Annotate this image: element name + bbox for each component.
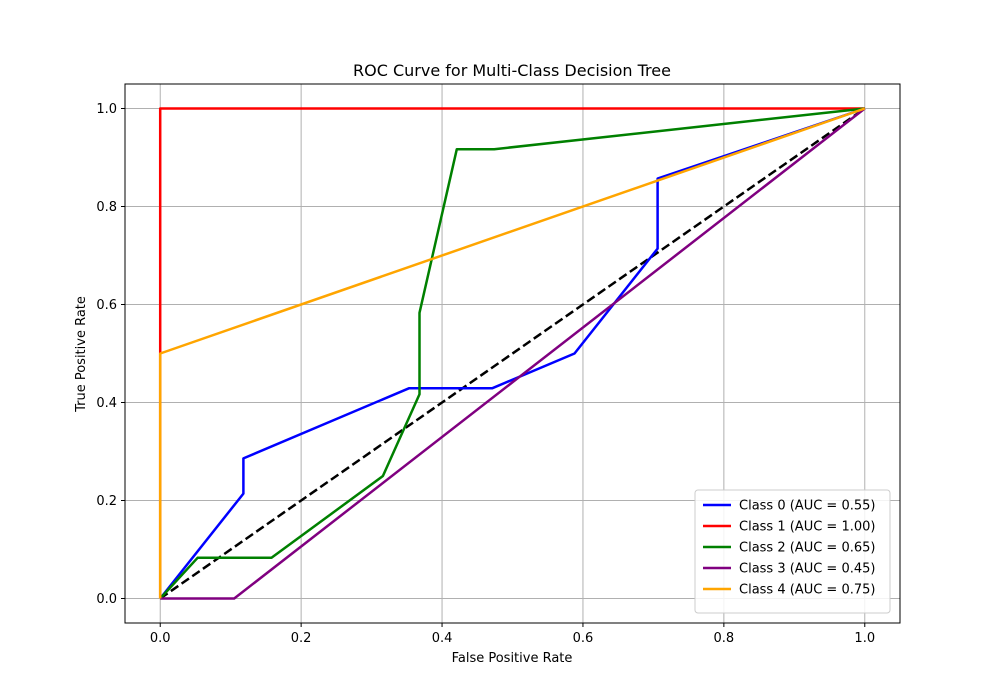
- legend: Class 0 (AUC = 0.55) Class 1 (AUC = 1.00)…: [694, 489, 891, 614]
- plot-frame: [124, 83, 901, 624]
- legend-box: [694, 489, 891, 614]
- series-line-class-2: [159, 107, 865, 600]
- legend-entry: Class 0 (AUC = 0.55): [739, 499, 875, 514]
- chart-title: ROC Curve for Multi-Class Decision Tree: [353, 61, 671, 80]
- y-tick-label: 1.0: [96, 102, 117, 117]
- legend-entry: Class 3 (AUC = 0.45): [739, 562, 875, 577]
- x-axis-label: False Positive Rate: [452, 651, 573, 666]
- series-line-class-3: [160, 107, 866, 600]
- y-tick-label: 0.6: [96, 298, 117, 313]
- chance-line: [159, 107, 866, 600]
- series-line-class-0: [159, 107, 866, 600]
- x-tick-label: 0.4: [432, 631, 453, 646]
- grid: [125, 84, 900, 623]
- x-tick-label: 0.0: [150, 631, 171, 646]
- x-tick-label: 0.6: [573, 631, 594, 646]
- x-tick-label: 0.2: [291, 631, 312, 646]
- axis-ticks: 0.0 0.2 0.4 0.6 0.8 1.0 0.0 0.2 0.4 0.6 0.8 1.0: [96, 102, 875, 646]
- series-lines: [158, 107, 866, 600]
- y-tick-label: 0.0: [96, 592, 117, 607]
- x-tick-label: 1.0: [854, 631, 875, 646]
- reference-diagonal: [159, 107, 866, 600]
- legend-entry: Class 4 (AUC = 0.75): [739, 583, 875, 598]
- y-tick-label: 0.4: [96, 396, 117, 411]
- legend-entry: Class 2 (AUC = 0.65): [739, 541, 875, 556]
- y-axis-label: True Positive Rate: [74, 296, 89, 413]
- y-tick-label: 0.2: [96, 494, 117, 509]
- legend-entry: Class 1 (AUC = 1.00): [739, 520, 875, 535]
- x-tick-label: 0.8: [714, 631, 735, 646]
- y-tick-label: 0.8: [96, 200, 117, 215]
- series-line-class-4: [158, 107, 866, 599]
